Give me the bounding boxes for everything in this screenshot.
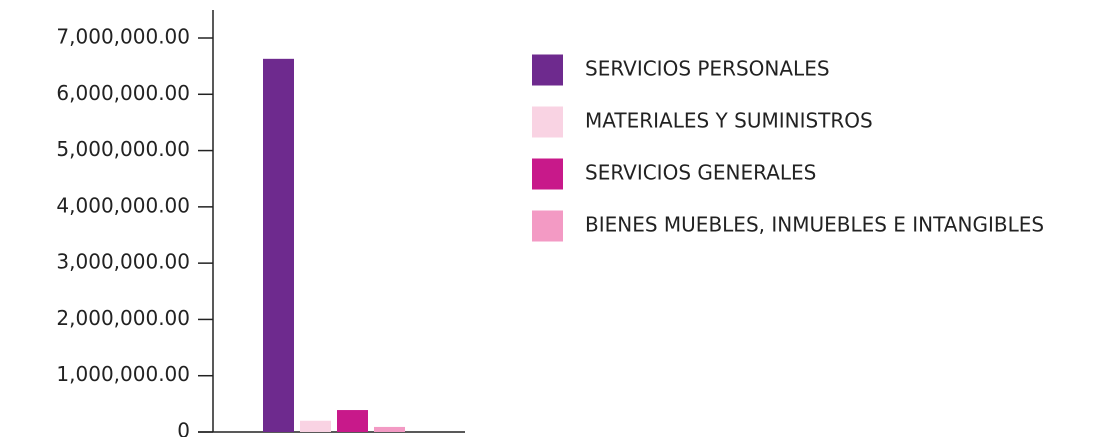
y-tick-label: 0 (177, 419, 190, 437)
legend-swatch (532, 158, 563, 190)
legend-label: SERVICIOS PERSONALES (585, 57, 830, 81)
legend-swatch (532, 54, 563, 86)
y-tick-label: 3,000,000.00 (56, 250, 190, 274)
legend-swatch (532, 210, 563, 242)
y-tick-label: 4,000,000.00 (56, 193, 190, 217)
y-tick-label: 5,000,000.00 (56, 137, 190, 161)
legend-label: BIENES MUEBLES, INMUEBLES E INTANGIBLES (585, 213, 1044, 237)
y-tick-label: 7,000,000.00 (56, 25, 190, 49)
y-tick-label: 6,000,000.00 (56, 81, 190, 105)
y-tick-label: 1,000,000.00 (56, 362, 190, 386)
legend-label: SERVICIOS GENERALES (585, 161, 816, 185)
bar (300, 420, 331, 432)
bar (263, 58, 294, 432)
legend-label: MATERIALES Y SUMINISTROS (585, 109, 873, 133)
bar (374, 426, 405, 432)
legend-swatch (532, 106, 563, 138)
y-tick-label: 2,000,000.00 (56, 306, 190, 330)
bar (337, 410, 368, 432)
